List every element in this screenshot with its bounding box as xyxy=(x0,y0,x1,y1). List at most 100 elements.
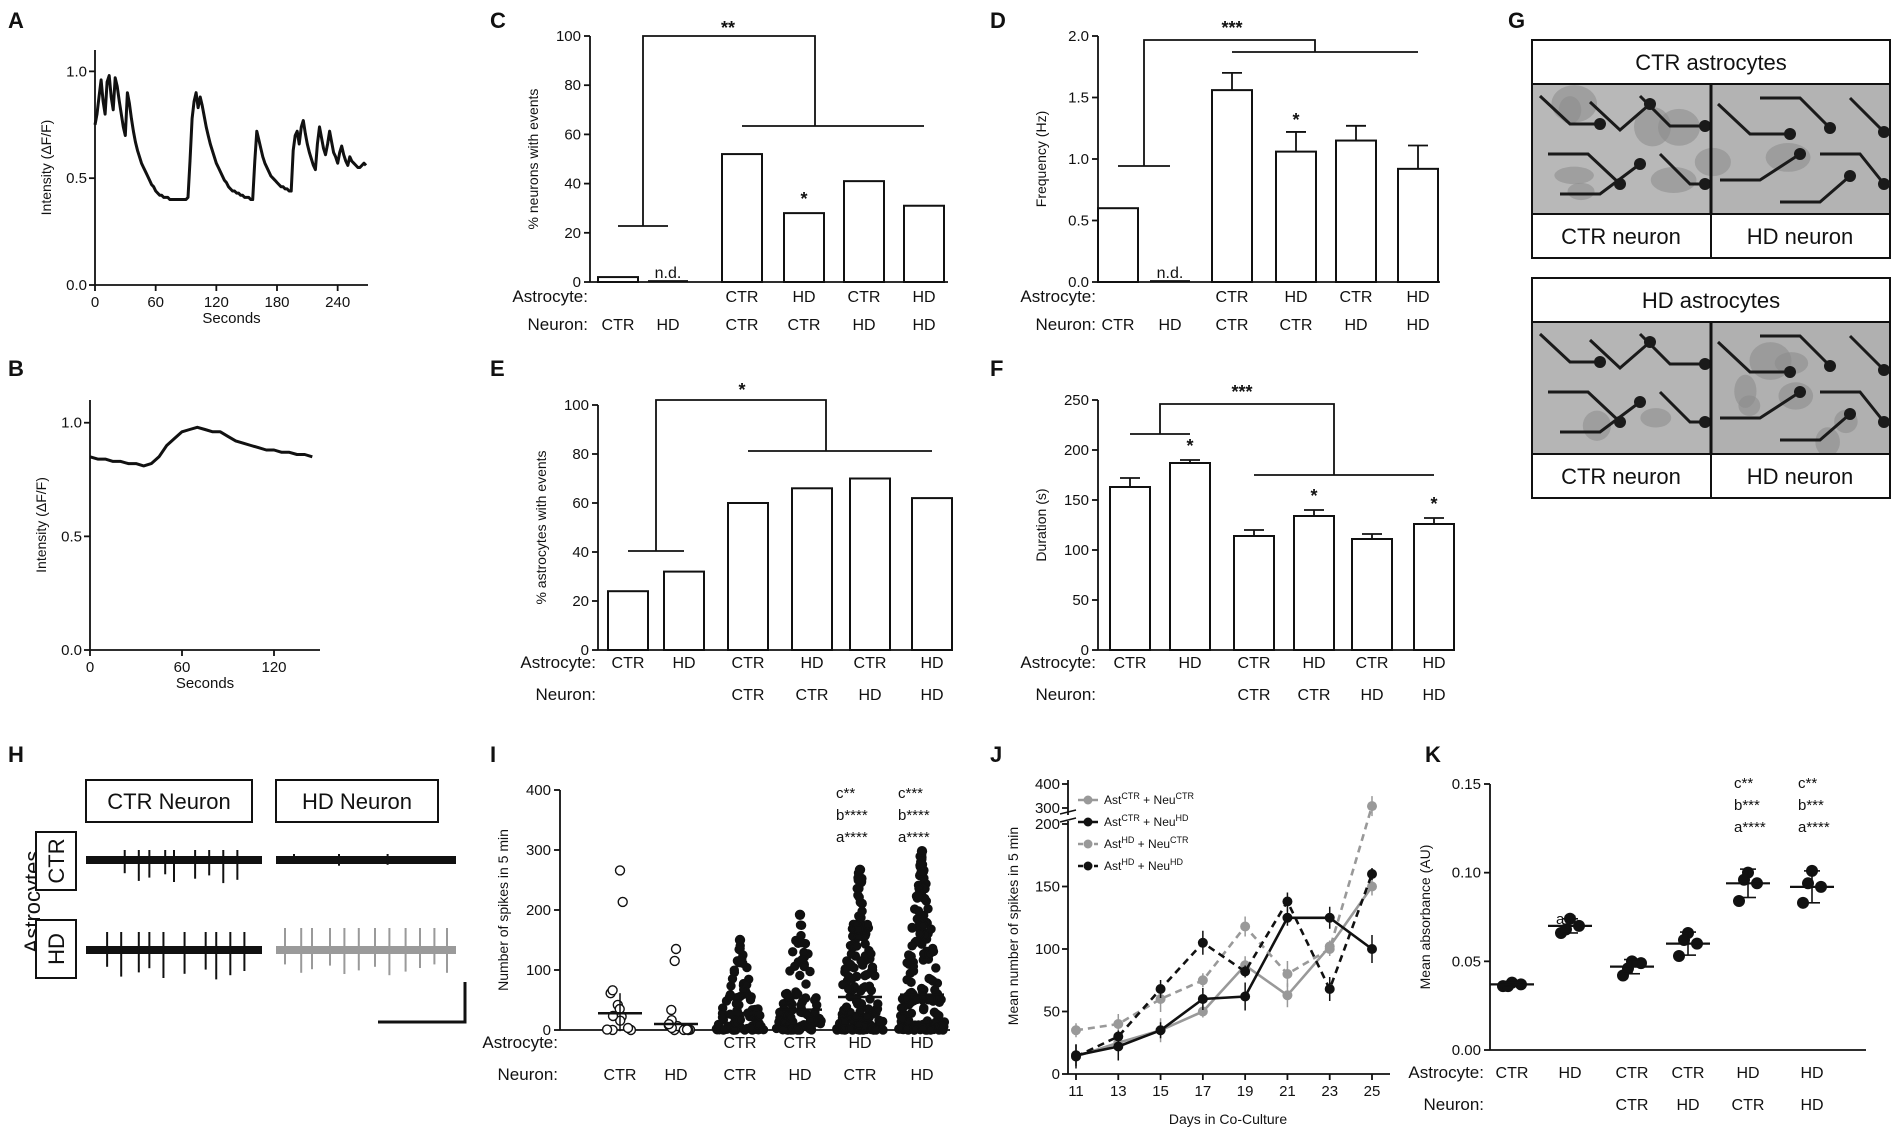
significance-star: * xyxy=(1430,494,1437,514)
main-bracket xyxy=(642,35,816,226)
panel-g-schematic: CTR astrocytes CTR neuron HD neuron HD a… xyxy=(1531,39,1891,499)
data-point xyxy=(799,947,809,958)
legend-marker xyxy=(1083,817,1093,827)
electrode-pad xyxy=(1594,356,1606,368)
bar xyxy=(727,502,769,651)
panel-f-bar-chart: 0 50 100 150 200 250 Duration (s) CTR HD CTR CTR HD… xyxy=(1020,382,1455,704)
astrocyte-row-label: Astrocyte: xyxy=(1408,1063,1484,1082)
series: AstHD + NeuCTR xyxy=(1071,796,1377,1038)
g-top-left-label: CTR neuron xyxy=(1561,224,1681,249)
significance-label: a**** xyxy=(1734,819,1766,836)
astrocyte-row-label: Astrocyte: xyxy=(512,287,588,306)
significance-label: b*** xyxy=(1734,797,1760,814)
cell-blob xyxy=(1749,342,1792,380)
group-points xyxy=(894,846,950,1035)
data-point xyxy=(845,959,855,969)
cell-blob xyxy=(1815,427,1840,457)
astrocyte-label: HD xyxy=(1800,1065,1823,1082)
spike-trace xyxy=(86,850,262,884)
significance-stars: ** xyxy=(721,18,735,38)
significance-label: a**** xyxy=(898,829,930,846)
bar xyxy=(1233,535,1275,651)
x-tick-label: 25 xyxy=(1364,1083,1381,1100)
bar xyxy=(783,212,825,283)
data-point xyxy=(902,958,912,968)
y-tick-label: 300 xyxy=(1035,800,1060,817)
data-point xyxy=(870,971,880,981)
data-point xyxy=(800,993,811,1003)
panel-k-scatter: 0.00 0.05 0.10 0.15 Mean absorbance (AU) CTR H… xyxy=(1408,775,1866,1114)
neuron-label: CTR xyxy=(788,317,821,334)
y-tick-label: 60 xyxy=(564,126,581,143)
data-point xyxy=(918,1005,929,1015)
astrocyte-label: CTR xyxy=(1340,289,1373,306)
y-tick-label: 1.0 xyxy=(61,415,82,432)
electrode-lead xyxy=(1548,390,1622,424)
panel-a-trace: 0.0 0.5 1.0 0 60 120 180 240 Seconds Intensity (Δ… xyxy=(38,50,368,327)
electrode-lead xyxy=(1760,334,1832,368)
electrode-lead xyxy=(1538,332,1600,364)
astrocyte-label: CTR xyxy=(1616,1065,1649,1082)
panel-c-bar-chart: 0 20 40 60 80 100 % neurons with events CTR HD CT… xyxy=(512,18,948,334)
g-bottom-right-label-box xyxy=(1710,453,1891,499)
y-tick-label: 400 xyxy=(526,782,551,799)
electrode-pad xyxy=(1594,118,1606,130)
x-tick-label: 0 xyxy=(86,659,94,676)
spike-trace xyxy=(86,932,262,980)
astrocyte-label: HD xyxy=(1284,289,1307,306)
series-point xyxy=(1197,994,1208,1004)
significance-label: b*** xyxy=(1798,797,1824,814)
data-point xyxy=(735,943,745,954)
series-point xyxy=(1071,1025,1081,1036)
y-tick-label: 80 xyxy=(564,77,581,94)
electrode-pad xyxy=(1878,416,1890,428)
group-points xyxy=(663,943,696,1036)
baseline xyxy=(86,946,262,954)
y-tick-label: 0.5 xyxy=(61,528,82,545)
cell-blob xyxy=(1694,147,1731,177)
data-point xyxy=(860,982,870,992)
astrocyte-label: CTR xyxy=(1672,1065,1705,1082)
data-point xyxy=(731,999,742,1009)
electrode-lead xyxy=(1716,102,1790,136)
g-top-left-label-box xyxy=(1531,213,1712,259)
data-point xyxy=(926,975,936,985)
g-top-electrodes xyxy=(1538,84,1890,214)
bar xyxy=(721,153,763,283)
series-point xyxy=(1113,1041,1124,1052)
panel-e-bar-chart: 0 20 40 60 80 100 % astrocytes with events CTR H… xyxy=(520,380,953,704)
electrode-pad xyxy=(1699,416,1711,428)
neuron-label: CTR xyxy=(1216,317,1249,334)
spike-trace xyxy=(276,928,456,976)
bar xyxy=(1335,139,1377,283)
series: AstHD + NeuHD xyxy=(1071,857,1377,1069)
neuron-label: CTR xyxy=(732,687,765,704)
h-col1-label: CTR Neuron xyxy=(107,789,230,814)
h-col2-box xyxy=(275,779,439,823)
y-axis-label: Number of spikes in 5 min xyxy=(495,829,511,991)
data-point xyxy=(851,1011,861,1022)
data-point xyxy=(852,883,862,894)
panel-letter-d: D xyxy=(990,8,1006,33)
astrocyte-label: HD xyxy=(800,655,823,672)
h-row2-box xyxy=(35,919,77,979)
electrode-pad xyxy=(1794,148,1806,160)
data-point xyxy=(719,1025,729,1035)
series-line xyxy=(1075,916,1373,1057)
astrocyte-label: CTR xyxy=(1356,655,1389,672)
electrode-lead xyxy=(1848,334,1886,372)
data-point xyxy=(801,979,811,989)
bar xyxy=(903,204,945,284)
data-point xyxy=(856,956,866,966)
bar xyxy=(843,180,885,283)
significance-star: * xyxy=(1292,110,1299,130)
significance-label: c** xyxy=(836,785,855,802)
bar xyxy=(1097,207,1139,283)
data-point xyxy=(917,859,928,870)
neuron-label: CTR xyxy=(726,317,759,334)
y-tick-label: 40 xyxy=(572,544,589,561)
astrocyte-label: HD xyxy=(912,289,935,306)
y-tick-label: 60 xyxy=(572,495,589,512)
neuron-label: HD xyxy=(788,1067,811,1084)
